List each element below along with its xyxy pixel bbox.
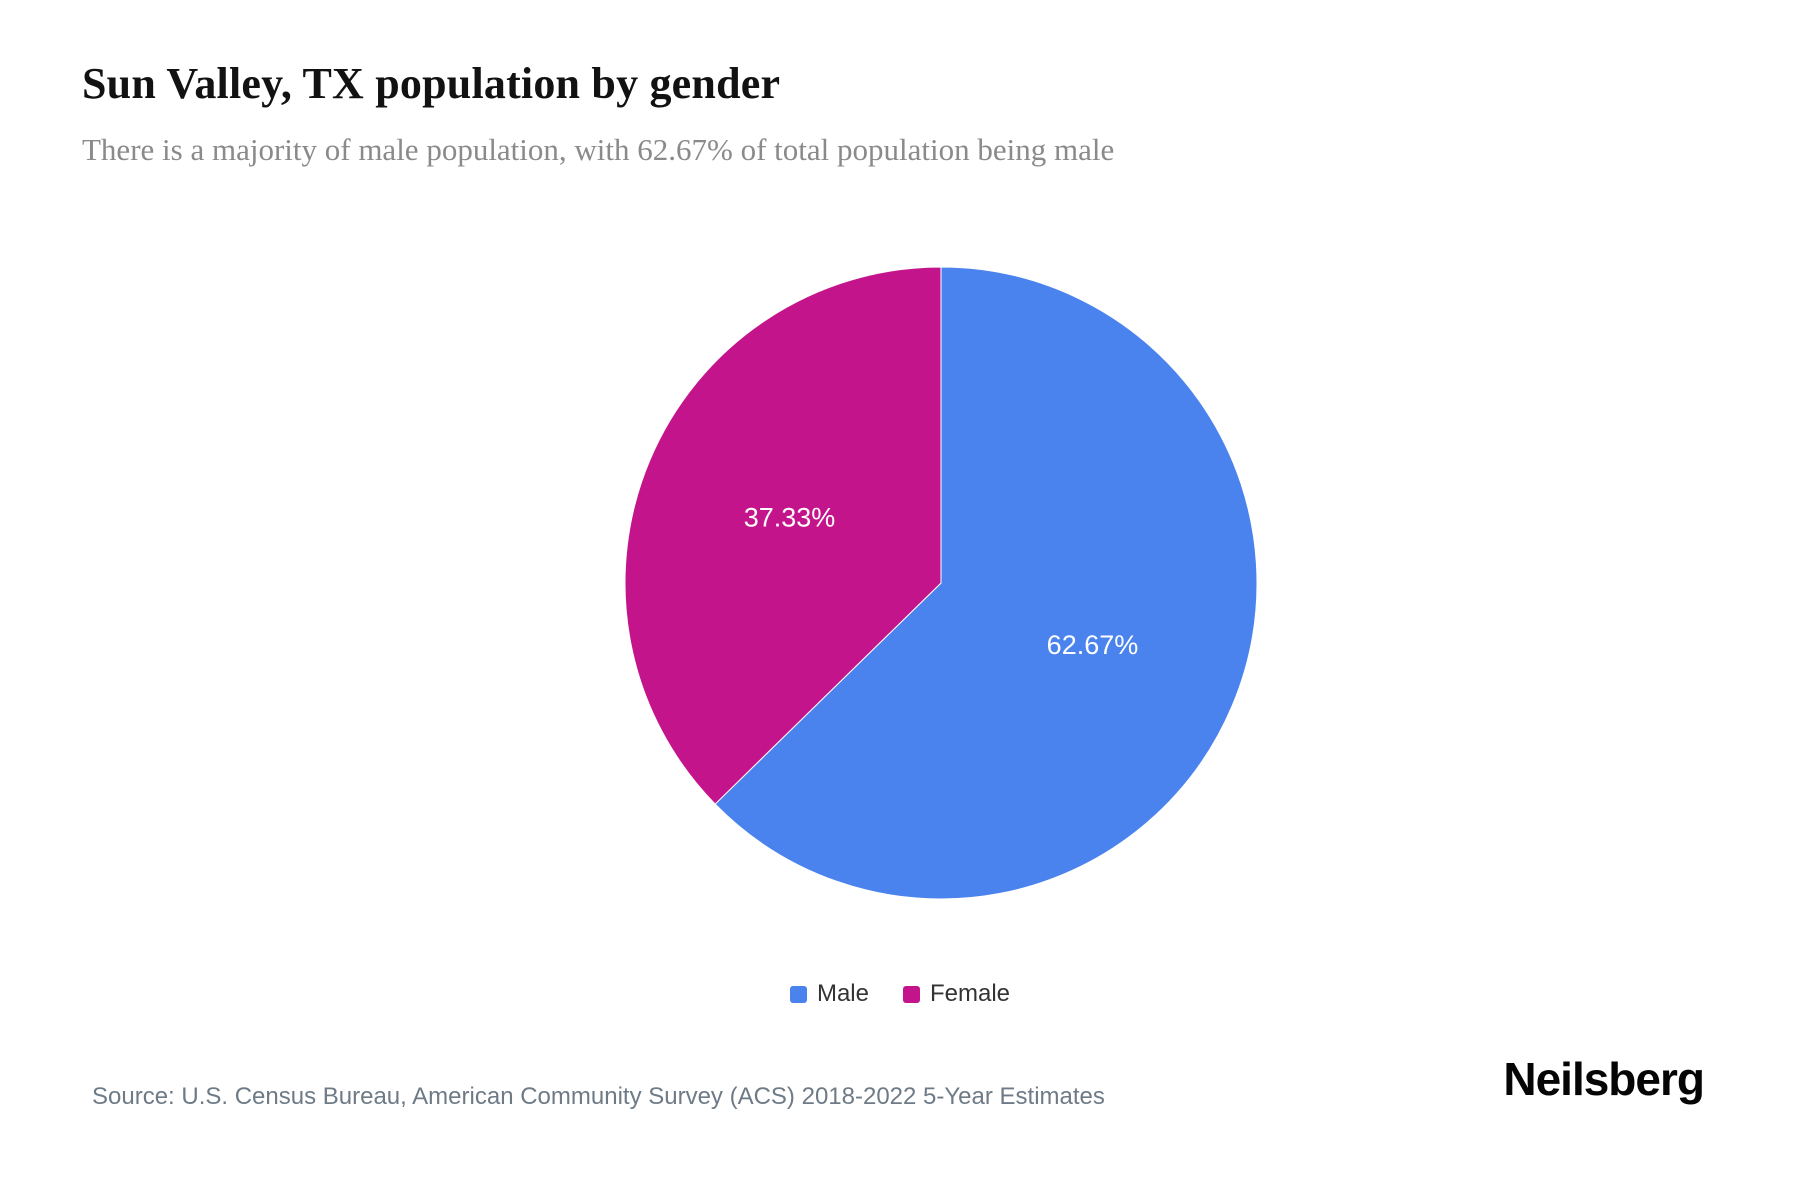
legend-swatch-female xyxy=(903,985,920,1003)
pie-slice-female[interactable] xyxy=(624,266,942,805)
legend-item-female[interactable]: Female xyxy=(903,980,1010,1008)
page-title: Sun Valley, TX population by gender xyxy=(82,59,781,108)
page-subtitle: There is a majority of male population, … xyxy=(82,132,1115,167)
brand-logo: Neilsberg xyxy=(1503,1053,1705,1105)
legend-swatch-male xyxy=(789,985,807,1003)
pie-slice-label-female: 37.33% xyxy=(744,502,836,532)
legend-label-female: Female xyxy=(930,980,1011,1007)
chart-legend: Male Female xyxy=(0,980,1800,1008)
pie-slice-label-male: 62.67% xyxy=(1047,630,1139,660)
legend-item-male[interactable]: Male xyxy=(789,980,869,1008)
legend-label-male: Male xyxy=(816,980,869,1007)
pie-chart: 62.67% 37.33% xyxy=(624,266,1258,900)
source-note: Source: U.S. Census Bureau, American Com… xyxy=(92,1083,1105,1110)
pie-chart-container: 62.67% 37.33% xyxy=(611,253,1271,913)
pie-slice-male[interactable] xyxy=(714,266,1258,900)
